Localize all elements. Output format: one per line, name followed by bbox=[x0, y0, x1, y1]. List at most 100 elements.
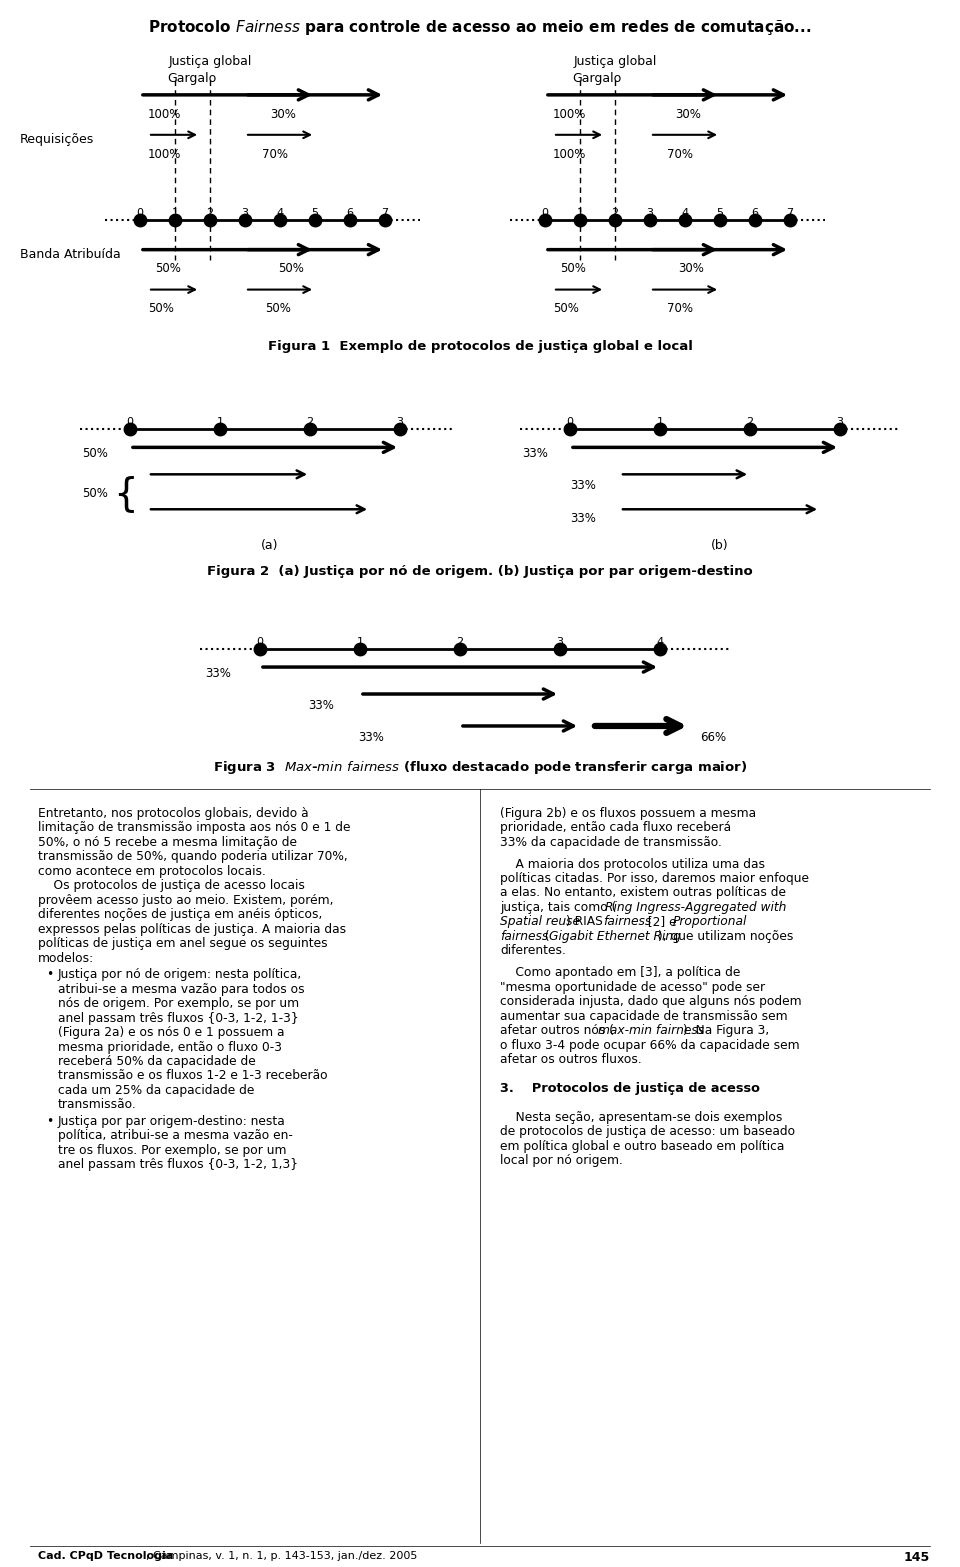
Text: 33% da capacidade de transmissão.: 33% da capacidade de transmissão. bbox=[500, 835, 722, 849]
Text: 0: 0 bbox=[566, 417, 573, 428]
Text: 50%, o nó 5 recebe a mesma limitação de: 50%, o nó 5 recebe a mesma limitação de bbox=[38, 835, 297, 849]
Text: A maioria dos protocolos utiliza uma das: A maioria dos protocolos utiliza uma das bbox=[500, 857, 765, 871]
Text: (b): (b) bbox=[711, 539, 729, 552]
Text: 5: 5 bbox=[716, 208, 724, 218]
Text: fairness: fairness bbox=[500, 929, 548, 943]
Text: "mesma oportunidade de acesso" pode ser: "mesma oportunidade de acesso" pode ser bbox=[500, 981, 765, 993]
Text: políticas de justiça em anel segue os seguintes: políticas de justiça em anel segue os se… bbox=[38, 937, 327, 950]
Text: provêem acesso justo ao meio. Existem, porém,: provêem acesso justo ao meio. Existem, p… bbox=[38, 893, 333, 907]
Text: 5: 5 bbox=[311, 208, 319, 218]
Text: transmissão de 50%, quando poderia utilizar 70%,: transmissão de 50%, quando poderia utili… bbox=[38, 851, 348, 863]
Text: a elas. No entanto, existem outras políticas de: a elas. No entanto, existem outras polít… bbox=[500, 887, 786, 899]
Text: 0: 0 bbox=[256, 638, 263, 647]
Text: 30%: 30% bbox=[675, 108, 701, 121]
Text: afetar outros nós (: afetar outros nós ( bbox=[500, 1025, 614, 1037]
Text: Figura 3  $\it{Max}$-$\it{min}$ $\it{fairness}$ (fluxo destacado pode transferir: Figura 3 $\it{Max}$-$\it{min}$ $\it{fair… bbox=[213, 758, 747, 776]
Text: local por nó origem.: local por nó origem. bbox=[500, 1155, 623, 1167]
Text: políticas citadas. Por isso, daremos maior enfoque: políticas citadas. Por isso, daremos mai… bbox=[500, 871, 809, 885]
Text: Justiça por par origem-destino: nesta: Justiça por par origem-destino: nesta bbox=[58, 1114, 286, 1128]
Text: 50%: 50% bbox=[82, 487, 108, 500]
Text: 145: 145 bbox=[903, 1551, 930, 1564]
Text: 3: 3 bbox=[836, 417, 844, 428]
Text: 2: 2 bbox=[612, 208, 618, 218]
Text: 4: 4 bbox=[276, 208, 283, 218]
Text: 7: 7 bbox=[381, 208, 389, 218]
Text: (Figura 2a) e os nós 0 e 1 possuem a: (Figura 2a) e os nós 0 e 1 possuem a bbox=[58, 1026, 284, 1039]
Text: 6: 6 bbox=[347, 208, 353, 218]
Text: Protocolo $\it{Fairness}$ para controle de acesso ao meio em redes de comutação.: Protocolo $\it{Fairness}$ para controle … bbox=[148, 17, 812, 38]
Text: Gargalo: Gargalo bbox=[572, 72, 622, 85]
Text: 1: 1 bbox=[657, 417, 663, 428]
Text: 2: 2 bbox=[456, 638, 464, 647]
Text: , Campinas, v. 1, n. 1, p. 143-153, jan./dez. 2005: , Campinas, v. 1, n. 1, p. 143-153, jan.… bbox=[146, 1551, 418, 1561]
Text: 33%: 33% bbox=[205, 668, 230, 680]
Text: •: • bbox=[46, 968, 53, 981]
Text: 3: 3 bbox=[557, 638, 564, 647]
Text: [2] e: [2] e bbox=[644, 915, 681, 929]
Text: diferentes.: diferentes. bbox=[500, 945, 565, 957]
Text: considerada injusta, dado que alguns nós podem: considerada injusta, dado que alguns nós… bbox=[500, 995, 802, 1008]
Text: •: • bbox=[46, 1114, 53, 1128]
Text: max-min fairness: max-min fairness bbox=[598, 1025, 704, 1037]
Text: Nesta seção, apresentam-se dois exemplos: Nesta seção, apresentam-se dois exemplos bbox=[500, 1111, 782, 1124]
Text: de protocolos de justiça de acesso: um baseado: de protocolos de justiça de acesso: um b… bbox=[500, 1125, 795, 1138]
Text: 70%: 70% bbox=[262, 147, 288, 161]
Text: 0: 0 bbox=[127, 417, 133, 428]
Text: 33%: 33% bbox=[570, 480, 596, 492]
Text: 70%: 70% bbox=[667, 301, 693, 315]
Text: {: { bbox=[112, 475, 137, 514]
Text: Figura 2  (a) Justiça por nó de origem. (b) Justiça por par origem-destino: Figura 2 (a) Justiça por nó de origem. (… bbox=[207, 566, 753, 578]
Text: 2: 2 bbox=[747, 417, 754, 428]
Text: 30%: 30% bbox=[270, 108, 296, 121]
Text: 100%: 100% bbox=[148, 108, 181, 121]
Text: 4: 4 bbox=[682, 208, 688, 218]
Text: 2: 2 bbox=[306, 417, 314, 428]
Text: Justiça por nó de origem: nesta política,: Justiça por nó de origem: nesta política… bbox=[58, 968, 302, 981]
Text: o fluxo 3-4 pode ocupar 66% da capacidade sem: o fluxo 3-4 pode ocupar 66% da capacidad… bbox=[500, 1039, 800, 1051]
Text: Proportional: Proportional bbox=[673, 915, 748, 929]
Text: justiça, tais como (: justiça, tais como ( bbox=[500, 901, 616, 914]
Text: (Figura 2b) e os fluxos possuem a mesma: (Figura 2b) e os fluxos possuem a mesma bbox=[500, 807, 756, 820]
Text: como acontece em protocolos locais.: como acontece em protocolos locais. bbox=[38, 865, 266, 878]
Text: ), que utilizam noções: ), que utilizam noções bbox=[658, 929, 793, 943]
Text: 50%: 50% bbox=[560, 262, 586, 274]
Text: aumentar sua capacidade de transmissão sem: aumentar sua capacidade de transmissão s… bbox=[500, 1009, 787, 1023]
Text: prioridade, então cada fluxo receberá: prioridade, então cada fluxo receberá bbox=[500, 821, 732, 834]
Text: Figura 1  Exemplo de protocolos de justiça global e local: Figura 1 Exemplo de protocolos de justiç… bbox=[268, 340, 692, 353]
Text: (a): (a) bbox=[261, 539, 278, 552]
Text: 3: 3 bbox=[242, 208, 249, 218]
Text: Requisições: Requisições bbox=[20, 133, 94, 146]
Text: (: ( bbox=[541, 929, 550, 943]
Text: ) RIAS: ) RIAS bbox=[566, 915, 607, 929]
Text: Como apontado em [3], a política de: Como apontado em [3], a política de bbox=[500, 967, 740, 979]
Text: 66%: 66% bbox=[700, 730, 726, 744]
Text: 1: 1 bbox=[577, 208, 584, 218]
Text: 3: 3 bbox=[396, 417, 403, 428]
Text: receberá 50% da capacidade de: receberá 50% da capacidade de bbox=[58, 1055, 255, 1069]
Text: limitação de transmissão imposta aos nós 0 e 1 de: limitação de transmissão imposta aos nós… bbox=[38, 821, 350, 834]
Text: 0: 0 bbox=[136, 208, 143, 218]
Text: em política global e outro baseado em política: em política global e outro baseado em po… bbox=[500, 1139, 784, 1153]
Text: mesma prioridade, então o fluxo 0-3: mesma prioridade, então o fluxo 0-3 bbox=[58, 1040, 282, 1053]
Text: 33%: 33% bbox=[308, 699, 334, 711]
Text: Spatial reuse: Spatial reuse bbox=[500, 915, 580, 929]
Text: Os protocolos de justiça de acesso locais: Os protocolos de justiça de acesso locai… bbox=[38, 879, 305, 892]
Text: 50%: 50% bbox=[553, 301, 579, 315]
Text: expressos pelas políticas de justiça. A maioria das: expressos pelas políticas de justiça. A … bbox=[38, 923, 347, 935]
Text: 70%: 70% bbox=[667, 147, 693, 161]
Text: 1: 1 bbox=[356, 638, 364, 647]
Text: 1: 1 bbox=[217, 417, 224, 428]
Text: 50%: 50% bbox=[265, 301, 291, 315]
Text: 100%: 100% bbox=[553, 108, 587, 121]
Text: 100%: 100% bbox=[553, 147, 587, 161]
Text: anel passam três fluxos {0-3, 1-2, 1,3}: anel passam três fluxos {0-3, 1-2, 1,3} bbox=[58, 1158, 298, 1172]
Text: 50%: 50% bbox=[155, 262, 180, 274]
Text: ). Na Figura 3,: ). Na Figura 3, bbox=[683, 1025, 769, 1037]
Text: Cad. CPqD Tecnologia: Cad. CPqD Tecnologia bbox=[38, 1551, 173, 1561]
Text: tre os fluxos. Por exemplo, se por um: tre os fluxos. Por exemplo, se por um bbox=[58, 1144, 286, 1156]
Text: 4: 4 bbox=[657, 638, 663, 647]
Text: transmissão.: transmissão. bbox=[58, 1098, 136, 1111]
Text: 50%: 50% bbox=[278, 262, 304, 274]
Text: atribui-se a mesma vazão para todos os: atribui-se a mesma vazão para todos os bbox=[58, 983, 304, 995]
Text: Justiça global: Justiça global bbox=[573, 55, 657, 67]
